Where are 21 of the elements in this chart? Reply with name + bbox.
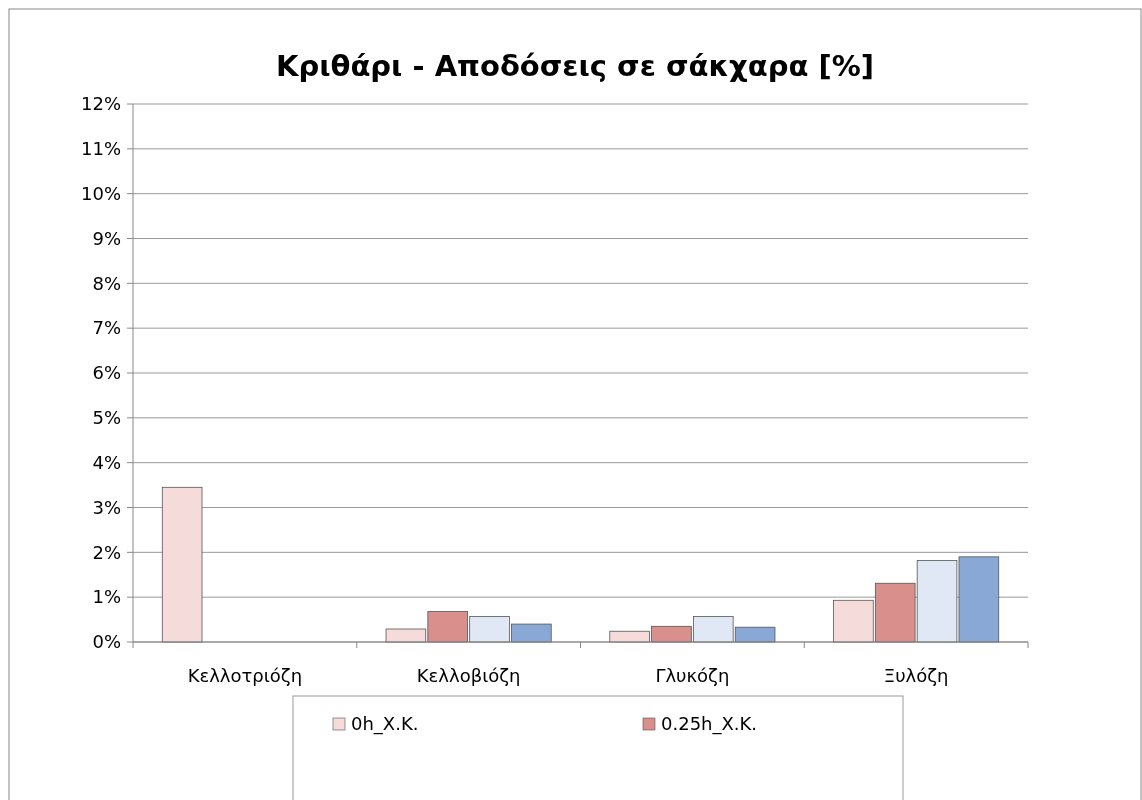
legend-label: 0.25h_X.K.	[661, 713, 758, 736]
y-tick-label: 1%	[92, 586, 121, 608]
y-tick-label: 11%	[80, 138, 121, 160]
x-tick-label: Κελλοτριόζη	[187, 665, 303, 686]
y-tick-label: 9%	[92, 227, 121, 249]
y-tick-label: 5%	[92, 407, 121, 429]
y-tick-label: 0%	[92, 631, 121, 653]
y-tick-label: 7%	[92, 317, 121, 339]
legend-label: 0h_X.K.	[351, 713, 419, 736]
y-tick-label: 4%	[92, 451, 121, 473]
x-tick-label: Γλυκόζη	[655, 665, 730, 686]
y-tick-label: 6%	[92, 362, 121, 384]
y-tick-label: 10%	[80, 182, 121, 204]
y-tick-label: 3%	[92, 496, 121, 518]
x-tick-label: Κελλοβιόζη	[416, 665, 521, 686]
y-tick-label: 8%	[92, 272, 121, 294]
y-tick-label: 12%	[80, 93, 121, 115]
chart-title: Κριθάρι - Αποδόσεις σε σάκχαρα [%]	[275, 49, 875, 83]
bar	[161, 486, 203, 643]
y-tick-label: 2%	[92, 541, 121, 563]
x-tick-label: Ξυλόζη	[883, 665, 949, 686]
